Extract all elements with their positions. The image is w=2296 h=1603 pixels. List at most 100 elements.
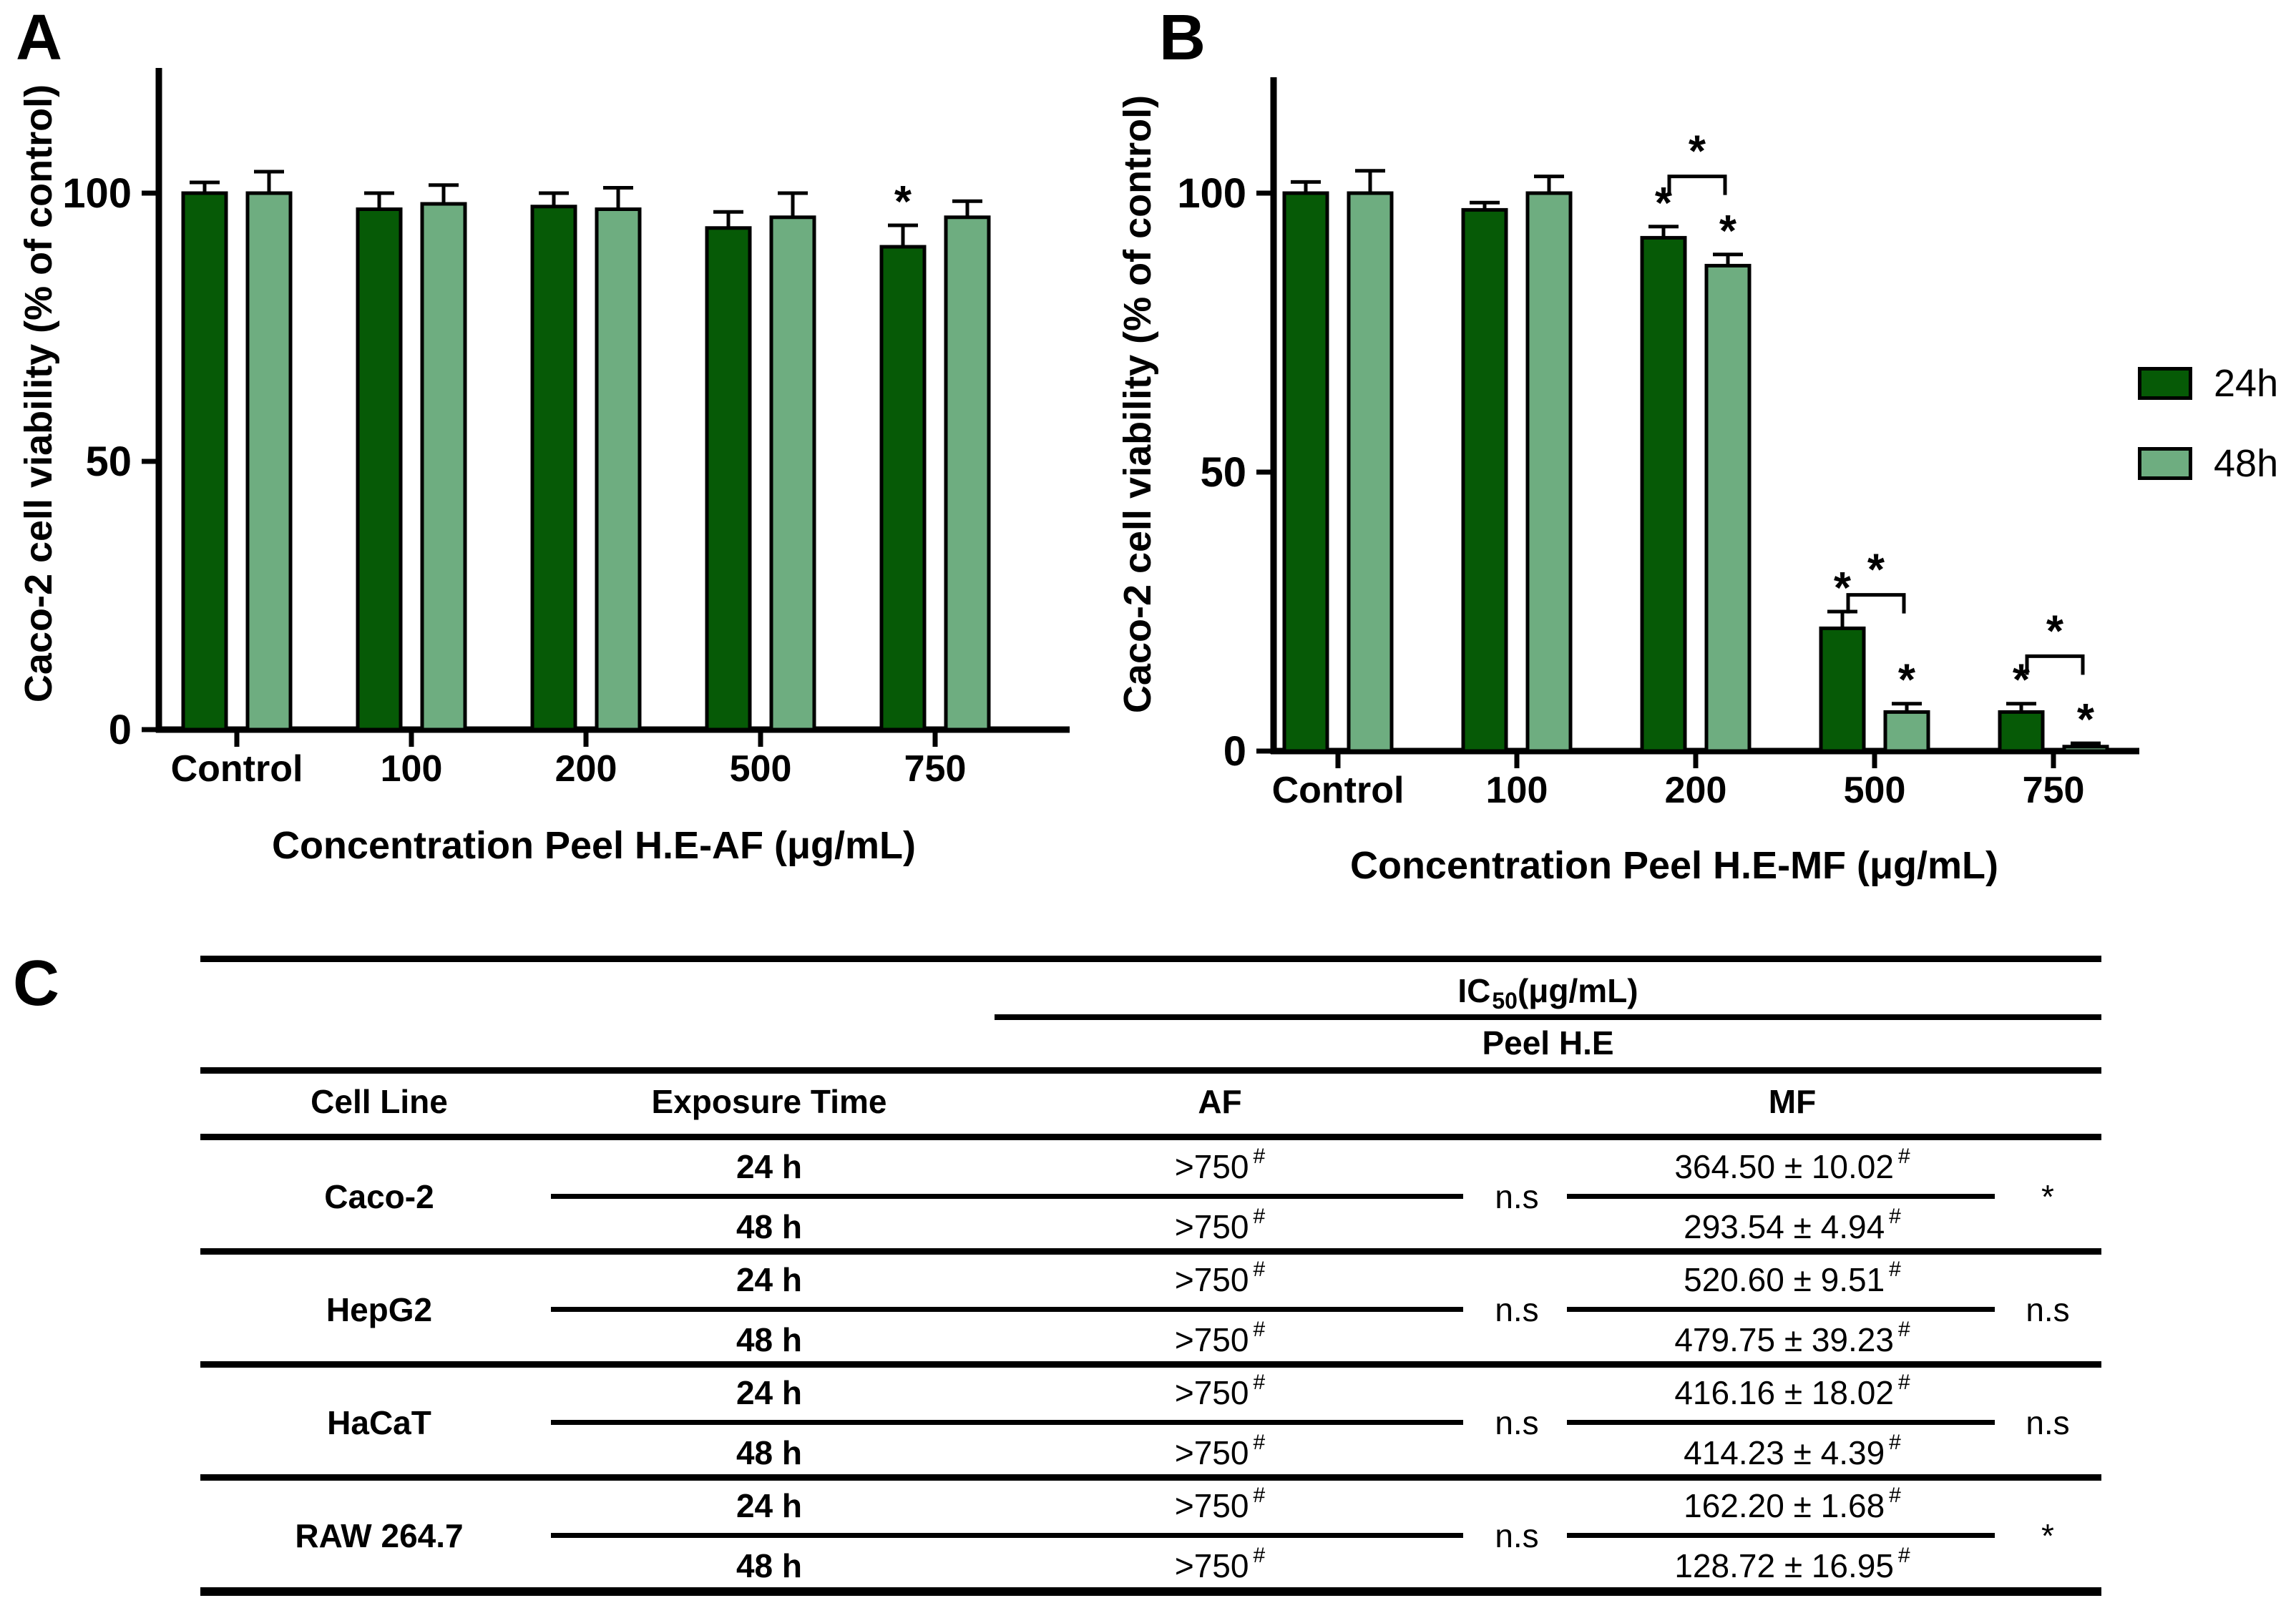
af-value: >750 # bbox=[1174, 1431, 1266, 1472]
bar-a-500-24h bbox=[705, 226, 752, 732]
af-value: >750 # bbox=[1174, 1484, 1266, 1525]
mf-significance: * bbox=[2041, 1178, 2054, 1215]
table-rule-mid-mf bbox=[1567, 1420, 1995, 1425]
mf-value: 520.60 ± 9.51 # bbox=[1684, 1258, 1901, 1299]
table-rule-block-separator bbox=[200, 1474, 2101, 1481]
x-tick-label-b: 500 bbox=[1844, 770, 1906, 811]
table-rule-mid-af bbox=[551, 1307, 1463, 1312]
panel-a-label: A bbox=[16, 2, 62, 74]
legend-item-24h: 24h bbox=[2138, 361, 2278, 406]
legend-swatch-24h bbox=[2138, 367, 2192, 400]
af-significance: n.s bbox=[1495, 1178, 1539, 1215]
y-tick-label-a: 50 bbox=[85, 438, 132, 485]
table-block-caco-2: Caco-2 24 h >750 # 364.50 ± 10.02 # 48 h >750 # 2… bbox=[200, 1140, 2101, 1255]
x-axis-title-b: Concentration Peel H.E-MF (μg/mL) bbox=[1350, 844, 1998, 887]
table-rule-bottom bbox=[200, 1587, 2101, 1596]
ic50-subscript: 50 bbox=[1492, 987, 1518, 1014]
column-header-exposure-time: Exposure Time bbox=[651, 1083, 887, 1120]
column-header-cell-line: Cell Line bbox=[311, 1083, 448, 1120]
exposure-time-value: 24 h bbox=[736, 1261, 803, 1298]
bar-b-200-48h bbox=[1704, 263, 1752, 753]
af-significance: n.s bbox=[1495, 1517, 1539, 1554]
y-tick-label-b: 100 bbox=[1177, 170, 1246, 217]
bar-b-750-48h bbox=[2062, 745, 2109, 753]
column-header-mf: MF bbox=[1768, 1083, 1817, 1120]
panel-a-chart: 0 50 100 Control 100 200 500 750 * Concentration … bbox=[17, 68, 1070, 867]
x-tick-label-b: 200 bbox=[1665, 770, 1727, 811]
x-tick-label-a: 200 bbox=[555, 748, 617, 790]
table-rule-block-separator bbox=[200, 1361, 2101, 1368]
mf-value: 293.54 ± 4.94 # bbox=[1684, 1205, 1901, 1246]
bar-a-control-48h bbox=[245, 191, 293, 732]
y-tick-label-b: 0 bbox=[1223, 728, 1246, 775]
table-block-hepg2: HepG2 24 h >750 # 520.60 ± 9.51 # 48 h >750 # 479… bbox=[200, 1253, 2101, 1368]
table-block-hacat: HaCaT 24 h >750 # 416.16 ± 18.02 # 48 h >750 # 41… bbox=[200, 1366, 2101, 1481]
significance-bracket-star-b: * bbox=[1689, 127, 1706, 177]
mf-value: 414.23 ± 4.39 # bbox=[1684, 1431, 1901, 1472]
x-tick-label-b: Control bbox=[1272, 770, 1405, 811]
ic50-table: IC 50 (μg/mL) Peel H.E Cell Line Exposure… bbox=[200, 956, 2101, 1603]
af-value: >750 # bbox=[1174, 1144, 1266, 1186]
legend-label-24h: 24h bbox=[2214, 362, 2279, 405]
panel-b-label: B bbox=[1159, 2, 1206, 74]
x-tick-label-a: 500 bbox=[730, 748, 792, 790]
table-rule-mid-mf bbox=[1567, 1533, 1995, 1538]
af-value: >750 # bbox=[1174, 1371, 1266, 1412]
x-tick-label-a: 100 bbox=[381, 748, 443, 790]
significance-bracket-star-b: * bbox=[1867, 546, 1885, 595]
exposure-time-value: 48 h bbox=[736, 1321, 803, 1358]
table-rule-header bbox=[200, 1134, 2101, 1140]
x-tick-label-b: 750 bbox=[2023, 770, 2085, 811]
bar-b-200-24h bbox=[1640, 235, 1687, 753]
cell-line-name: HaCaT bbox=[327, 1404, 431, 1441]
mf-value: 162.20 ± 1.68 # bbox=[1684, 1484, 1901, 1525]
x-tick-label-b: 100 bbox=[1486, 770, 1548, 811]
ic50-units: (μg/mL) bbox=[1517, 972, 1638, 1009]
panel-c-label: C bbox=[13, 948, 59, 1019]
mf-value: 416.16 ± 18.02 # bbox=[1674, 1371, 1910, 1412]
significance-star-b: * bbox=[1719, 207, 1737, 256]
significance-bracket-b bbox=[2025, 654, 2085, 675]
bar-b-500-24h bbox=[1819, 626, 1866, 753]
table-rule-mid-af bbox=[551, 1194, 1463, 1199]
cell-line-name: Caco-2 bbox=[324, 1178, 434, 1215]
significance-bracket-b bbox=[1667, 175, 1727, 195]
af-significance: n.s bbox=[1495, 1291, 1539, 1328]
table-rule-subheader bbox=[200, 1067, 2101, 1074]
legend-label-48h: 48h bbox=[2214, 442, 2279, 485]
af-value: >750 # bbox=[1174, 1205, 1266, 1246]
table-title-ic50: IC 50 (μg/mL) bbox=[995, 970, 2101, 1014]
table-subtitle: Peel H.E bbox=[1482, 1024, 1614, 1062]
af-value: >750 # bbox=[1174, 1318, 1266, 1359]
significance-star-b: * bbox=[2077, 695, 2095, 745]
af-significance: n.s bbox=[1495, 1404, 1539, 1441]
bar-a-750-48h bbox=[944, 215, 991, 732]
x-axis-title-a: Concentration Peel H.E-AF (μg/mL) bbox=[272, 824, 916, 867]
y-tick-label-a: 100 bbox=[62, 170, 132, 217]
ic50-prefix: IC bbox=[1457, 972, 1491, 1009]
significance-bracket-star-b: * bbox=[2046, 607, 2064, 656]
significance-star-b: * bbox=[1898, 656, 1916, 705]
mf-significance: * bbox=[2041, 1517, 2054, 1554]
table-block-raw-264-7: RAW 264.7 24 h >750 # 162.20 ± 1.68 # 48 h >750… bbox=[200, 1479, 2101, 1592]
legend: 24h 48h bbox=[2138, 361, 2278, 521]
table-rule-block-separator bbox=[200, 1248, 2101, 1255]
y-tick-label-a: 0 bbox=[109, 707, 132, 753]
bar-a-200-24h bbox=[530, 205, 577, 732]
mf-significance: n.s bbox=[2026, 1404, 2070, 1441]
column-header-af: AF bbox=[1198, 1083, 1242, 1120]
exposure-time-value: 48 h bbox=[736, 1434, 803, 1471]
exposure-time-value: 48 h bbox=[736, 1208, 803, 1245]
table-rule-mid-af bbox=[551, 1420, 1463, 1425]
af-value: >750 # bbox=[1174, 1258, 1266, 1299]
mf-value: 364.50 ± 10.02 # bbox=[1674, 1144, 1910, 1186]
exposure-time-value: 24 h bbox=[736, 1487, 803, 1524]
bar-b-100-48h bbox=[1525, 191, 1573, 753]
bar-b-control-48h bbox=[1347, 191, 1394, 753]
cell-line-name: RAW 264.7 bbox=[295, 1517, 464, 1554]
bar-b-control-24h bbox=[1282, 191, 1329, 753]
y-axis-title-a: Caco-2 cell viability (% of control) bbox=[17, 84, 60, 702]
x-tick-label-a: Control bbox=[171, 748, 303, 790]
